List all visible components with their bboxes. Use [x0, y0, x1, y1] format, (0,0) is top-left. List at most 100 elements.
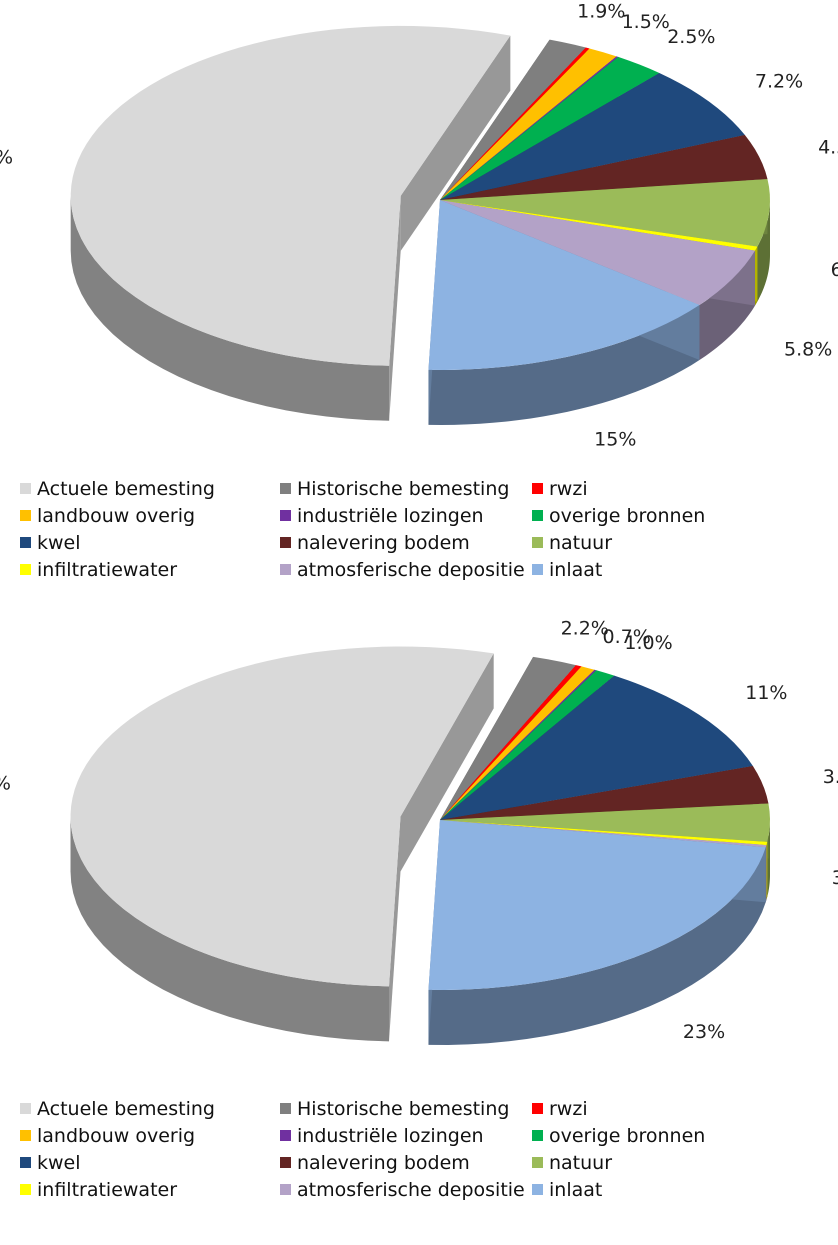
- legend-item: nalevering bodem: [280, 532, 470, 554]
- slice: [428, 200, 700, 370]
- legend-label: Actuele bemesting: [37, 478, 215, 500]
- legend-item: kwel: [20, 532, 81, 554]
- legend-item: landbouw overig: [20, 505, 195, 527]
- slice: [440, 675, 753, 820]
- legend-item: atmosferische depositie: [280, 559, 525, 581]
- pie-svg: 54% 2.2%0.7%1.0% 11% 3.6% 3.6% 23%: [0, 620, 838, 1045]
- data-label: 1.5%: [622, 11, 670, 33]
- data-label: 54%: [0, 772, 11, 794]
- slice: [440, 766, 769, 820]
- legend-label: natuur: [549, 532, 613, 554]
- legend-item: landbouw overig: [20, 1125, 195, 1147]
- legend-label: atmosferische depositie: [297, 1179, 525, 1201]
- legend-swatch: [532, 1157, 543, 1168]
- slice: [440, 56, 660, 201]
- legend-item: infiltratiewater: [20, 1179, 177, 1201]
- tops: [70, 646, 770, 990]
- labels: 54% 2.2%0.7%1.0% 11% 3.6% 3.6% 23%: [0, 620, 838, 1043]
- legend-swatch: [20, 537, 31, 548]
- legend-swatch: [280, 564, 291, 575]
- legend-swatch: [20, 1103, 31, 1114]
- slice: [440, 56, 619, 201]
- legend-swatch: [532, 537, 543, 548]
- legend-label: Historische bemesting: [297, 1098, 510, 1120]
- legend-swatch: [20, 510, 31, 521]
- legend-swatch: [532, 510, 543, 521]
- legend-swatch: [280, 1157, 291, 1168]
- legend-swatch: [280, 1130, 291, 1141]
- labels: 55% 1.9%1.5%2.5% 7.2% 4.3% 6.4% 5.8% 15%: [0, 0, 838, 450]
- slice: [440, 665, 582, 820]
- legend-swatch: [20, 483, 31, 494]
- data-label: 2.2%: [561, 620, 609, 639]
- legend-swatch: [280, 1103, 291, 1114]
- legend-label: nalevering bodem: [297, 1152, 470, 1174]
- legend-label: kwel: [37, 532, 81, 554]
- slice: [440, 200, 755, 306]
- slice: [440, 48, 617, 201]
- legend-swatch: [20, 1130, 31, 1141]
- legend-label: nalevering bodem: [297, 532, 470, 554]
- legend-label: natuur: [549, 1152, 613, 1174]
- slice-side: [428, 305, 700, 425]
- slice: [440, 803, 770, 842]
- data-label: 55%: [0, 147, 13, 169]
- slice: [440, 200, 758, 251]
- legend-label: landbouw overig: [37, 505, 196, 527]
- legend-label: kwel: [37, 1152, 81, 1174]
- slice: [428, 820, 766, 990]
- pie-chart: 54% 2.2%0.7%1.0% 11% 3.6% 3.6% 23% Actuele bem…: [0, 620, 838, 1240]
- slice: [440, 39, 586, 200]
- legend-label: inlaat: [549, 559, 603, 581]
- slice-cut: [400, 653, 494, 872]
- legend-swatch: [532, 1130, 543, 1141]
- data-label: 1.9%: [577, 0, 625, 22]
- slice: [440, 820, 768, 846]
- legend-swatch: [280, 510, 291, 521]
- slice: [70, 646, 494, 987]
- data-label: 0.7%: [603, 626, 651, 648]
- legend-item: industriële lozingen: [280, 505, 484, 527]
- legend-swatch: [280, 483, 291, 494]
- legend-swatch: [280, 537, 291, 548]
- legend-label: overige bronnen: [549, 505, 706, 527]
- data-label: 1.0%: [624, 632, 672, 654]
- legend-item: natuur: [532, 1152, 612, 1174]
- legend-item: nalevering bodem: [280, 1152, 470, 1174]
- legend-item: atmosferische depositie: [280, 1179, 525, 1201]
- legend: Actuele bemesting Historische bemesting rw…: [0, 1098, 838, 1238]
- slice: [440, 820, 767, 848]
- data-label: 3.6%: [823, 766, 838, 788]
- legend-item: rwzi: [532, 1098, 588, 1120]
- slice: [70, 25, 511, 366]
- slice: [440, 72, 745, 200]
- slice: [440, 134, 768, 200]
- legend-label: inlaat: [549, 1179, 603, 1201]
- legend-label: rwzi: [549, 1098, 588, 1120]
- data-label: 11%: [745, 682, 787, 704]
- legend-swatch: [20, 1157, 31, 1168]
- legend-item: kwel: [20, 1152, 81, 1174]
- data-label: 6.4%: [831, 259, 838, 281]
- data-label: 5.8%: [784, 338, 832, 360]
- data-label: 3.6%: [832, 867, 838, 889]
- legend-item: natuur: [532, 532, 612, 554]
- legend-item: Actuele bemesting: [20, 478, 215, 500]
- legend-label: Actuele bemesting: [37, 1098, 215, 1120]
- slice: [440, 179, 770, 247]
- legend-label: infiltratiewater: [37, 559, 178, 581]
- slice-side: [70, 195, 390, 421]
- data-label: 2.5%: [667, 26, 715, 48]
- slice-cut: [388, 816, 401, 1042]
- data-label: 23%: [683, 1021, 725, 1043]
- data-label: 7.2%: [755, 70, 803, 92]
- legend-item: rwzi: [532, 478, 588, 500]
- legend-swatch: [532, 1103, 543, 1114]
- legend-swatch: [20, 1184, 31, 1195]
- legend-label: rwzi: [549, 478, 588, 500]
- legend-swatch: [20, 564, 31, 575]
- legend-item: inlaat: [532, 559, 602, 581]
- slice-side: [428, 847, 766, 1045]
- legend-label: overige bronnen: [549, 1125, 706, 1147]
